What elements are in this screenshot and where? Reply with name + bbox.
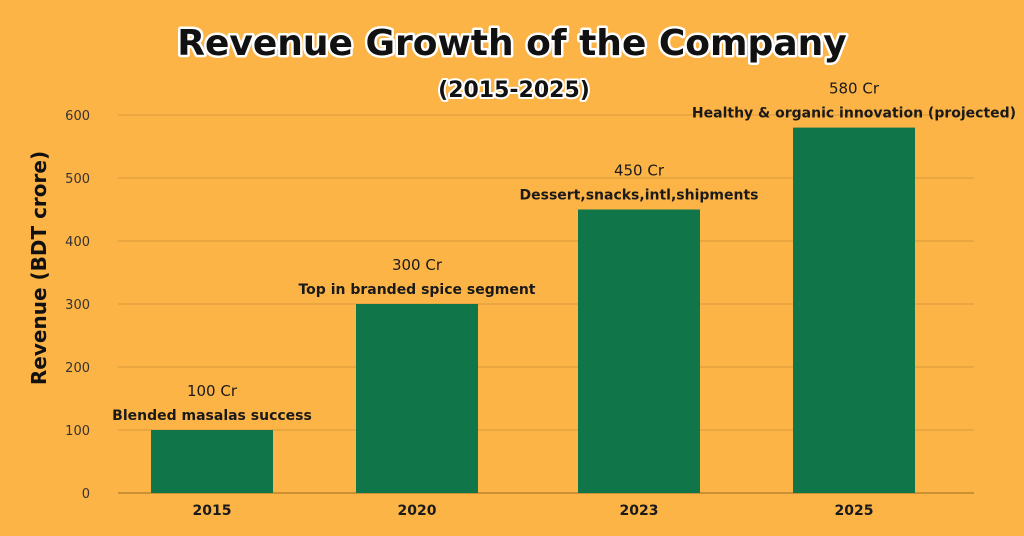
- bar-annotation: Dessert,snacks,intl,shipments: [520, 188, 759, 204]
- bar: [151, 430, 273, 493]
- bar: [356, 304, 478, 493]
- bar-annotation: Blended masalas success: [112, 408, 312, 424]
- chart-subtitle: (2015-2025): [438, 78, 590, 103]
- x-tick-label: 2020: [398, 503, 437, 519]
- y-tick-label: 0: [82, 487, 90, 502]
- bar: [578, 209, 700, 493]
- y-tick-label: 400: [65, 235, 90, 250]
- bar-annotation: Top in branded spice segment: [298, 282, 535, 298]
- y-tick-labels: 0 100 200 300 400 500 600: [65, 109, 90, 502]
- y-tick-label: 100: [65, 424, 90, 439]
- data-label: 580 Cr: [829, 80, 880, 98]
- chart-title: Revenue Growth of the Company: [177, 23, 846, 64]
- bar: [793, 127, 915, 493]
- data-label: 100 Cr: [187, 382, 238, 400]
- y-tick-label: 200: [65, 361, 90, 376]
- x-tick-label: 2015: [193, 503, 232, 519]
- bar-labels: 100 Cr Blended masalas success 300 Cr Top i…: [112, 80, 1016, 424]
- y-axis-label: Revenue (BDT crore): [27, 151, 51, 385]
- bar-annotation: Healthy & organic innovation (projected): [692, 106, 1016, 122]
- y-tick-label: 300: [65, 298, 90, 313]
- data-label: 300 Cr: [392, 256, 443, 274]
- x-tick-labels: 2015 2020 2023 2025: [193, 503, 874, 519]
- bars: [151, 127, 915, 493]
- data-label: 450 Cr: [614, 162, 665, 180]
- y-tick-label: 600: [65, 109, 90, 124]
- x-tick-label: 2023: [620, 503, 659, 519]
- y-tick-label: 500: [65, 172, 90, 187]
- x-tick-label: 2025: [835, 503, 874, 519]
